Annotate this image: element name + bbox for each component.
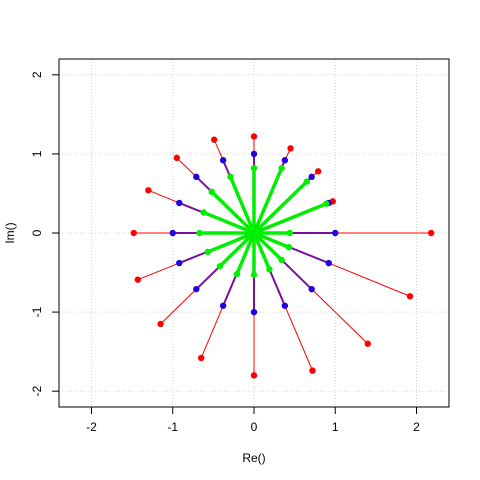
- points: [130, 133, 435, 379]
- x-axis-label: Re(): [242, 451, 265, 465]
- x-tick-label: 2: [413, 420, 420, 434]
- red-segment: [311, 288, 369, 345]
- x-tick-label: 1: [332, 420, 339, 434]
- x-tick-label: 0: [251, 420, 258, 434]
- green-spoke: [252, 231, 283, 262]
- green-point: [233, 270, 241, 278]
- blue-point: [308, 285, 315, 293]
- x-tick-label: -1: [167, 420, 178, 434]
- green-point: [204, 248, 211, 256]
- blue-point: [219, 157, 227, 164]
- blue-point: [250, 150, 258, 158]
- red-point: [197, 354, 205, 362]
- green-point: [286, 229, 293, 237]
- green-point: [208, 188, 215, 196]
- blue-point: [308, 173, 315, 181]
- y-axis-ticks: -2 -1 0 1 2: [30, 71, 59, 397]
- green-spoke: [218, 231, 256, 268]
- green-point: [250, 164, 258, 172]
- green-point: [323, 200, 330, 207]
- blue-point: [281, 302, 289, 309]
- red-point: [173, 154, 181, 162]
- blue-point: [281, 157, 289, 164]
- x-tick-label: -2: [86, 420, 97, 434]
- red-point: [364, 340, 371, 347]
- blue-point: [332, 229, 339, 237]
- green-spoke: [252, 180, 309, 235]
- blue-point: [169, 229, 176, 237]
- green-point: [250, 271, 258, 279]
- red-point: [130, 229, 137, 237]
- red-segment: [176, 157, 197, 178]
- red-point: [250, 133, 258, 140]
- red-point: [134, 276, 142, 283]
- green-spoke: [235, 232, 256, 275]
- segments: [133, 136, 432, 376]
- y-axis-label: Im(): [3, 222, 17, 243]
- green-point: [278, 164, 285, 172]
- y-tick-label: 2: [30, 71, 44, 78]
- green-point: [266, 266, 273, 273]
- green-spoke: [210, 190, 256, 235]
- red-point: [406, 293, 414, 300]
- green-point: [200, 209, 207, 216]
- blue-point: [219, 302, 227, 309]
- green-point: [285, 244, 293, 251]
- red-segment: [328, 262, 411, 297]
- red-segment: [200, 305, 224, 359]
- green-spoke: [202, 210, 255, 235]
- green-point: [196, 229, 203, 237]
- origin-point: [250, 229, 258, 237]
- blue-point: [193, 173, 200, 181]
- red-point: [145, 187, 152, 194]
- red-point: [250, 372, 258, 379]
- blue-point: [176, 259, 183, 267]
- y-tick-label: 1: [30, 150, 44, 157]
- y-tick-label: -2: [30, 386, 44, 397]
- green-point: [216, 263, 224, 270]
- green-spoke: [252, 232, 272, 271]
- blue-point: [193, 285, 200, 293]
- red-segment: [284, 305, 313, 371]
- y-tick-label: -1: [30, 306, 44, 317]
- red-point: [157, 320, 164, 328]
- green-spoke: [253, 231, 290, 249]
- red-segment: [160, 288, 197, 325]
- green-point: [227, 173, 234, 181]
- red-point: [427, 229, 435, 237]
- blue-point: [325, 259, 332, 267]
- green-point: [303, 178, 311, 185]
- red-segment: [137, 262, 180, 281]
- blue-point: [176, 199, 183, 207]
- y-tick-label: 0: [30, 229, 44, 236]
- green-spoke: [228, 176, 256, 234]
- red-point: [314, 168, 322, 175]
- blue-point: [250, 308, 258, 316]
- red-point: [287, 145, 294, 152]
- x-axis-ticks: -2 -1 0 1 2: [86, 407, 420, 434]
- green-spoke: [252, 167, 284, 234]
- red-point: [309, 367, 316, 374]
- red-point: [210, 136, 218, 143]
- green-spoke: [207, 231, 255, 254]
- red-segment: [213, 139, 224, 161]
- red-segment: [148, 189, 180, 204]
- green-spoke: [253, 202, 327, 235]
- green-point: [278, 256, 285, 264]
